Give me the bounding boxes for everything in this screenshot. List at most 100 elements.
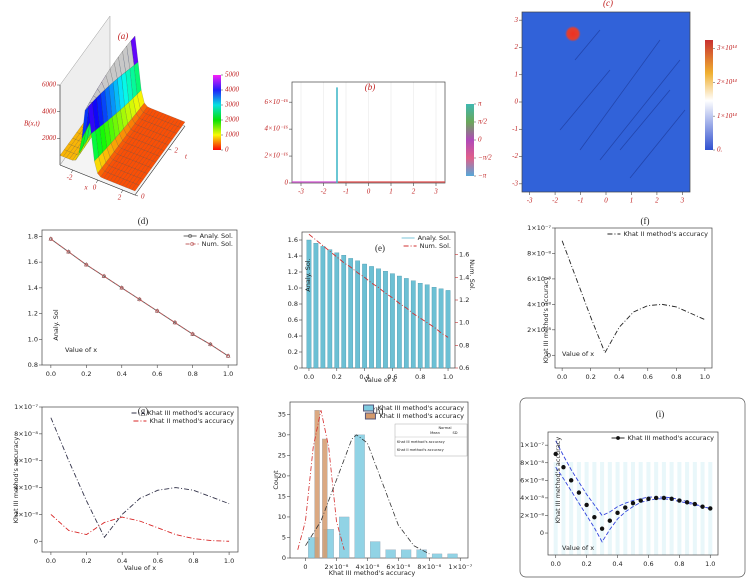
point-marker xyxy=(607,518,613,523)
x-tick-label: 0.0 xyxy=(551,560,561,568)
point-marker xyxy=(568,478,574,483)
point-marker xyxy=(700,504,705,509)
panel-frame xyxy=(519,397,746,578)
y2-tick-label: 0.8 xyxy=(459,341,469,349)
histogram-bar xyxy=(354,434,365,559)
x-tick-label: 0 xyxy=(303,563,307,571)
t-axis xyxy=(134,125,186,196)
band-shade xyxy=(592,462,597,555)
legend-marker xyxy=(616,436,620,440)
bar xyxy=(334,252,340,369)
bar xyxy=(431,287,437,369)
histogram-bar xyxy=(314,410,320,559)
y-tick-label: 0 xyxy=(294,364,298,372)
colorbar-tick-label: 2×10¹⁴ xyxy=(717,78,737,86)
series-line xyxy=(50,514,230,542)
band-shade xyxy=(569,462,574,555)
y-tick-label: 1×10⁻⁷ xyxy=(14,403,38,411)
plot-frame xyxy=(41,229,238,366)
point-marker xyxy=(623,505,628,510)
x-tick-label: 0.6 xyxy=(643,373,653,381)
t-tick-label: 2 xyxy=(174,147,178,155)
series-line xyxy=(555,440,711,517)
point-marker xyxy=(630,500,636,506)
point-marker xyxy=(48,236,54,241)
density-peak xyxy=(564,25,581,42)
y-tick-label: 2×10⁻¹⁶ xyxy=(265,152,289,160)
y-tick-label: 8×10⁻⁸ xyxy=(520,459,544,467)
colorbar-tick-label: 5000 xyxy=(225,71,240,79)
x-tick-label: 1.0 xyxy=(705,560,715,568)
x-tick-label: 0 xyxy=(93,184,97,192)
x-tick-label: 0.6 xyxy=(387,373,397,381)
x-tick-label: 1.0 xyxy=(443,373,453,381)
x-tick-label: 0.0 xyxy=(46,370,56,378)
legend-swatch xyxy=(364,412,376,420)
colorbar-tick-label: 0 xyxy=(225,146,229,154)
bar xyxy=(445,290,451,369)
x-tick-label: 0.6 xyxy=(153,557,163,565)
point-marker xyxy=(661,495,667,501)
legend-label: Khat III method's accuracy xyxy=(148,409,235,417)
band-shade xyxy=(600,462,605,555)
panel-title: (a) xyxy=(118,31,129,41)
x-tick-label: -2 xyxy=(552,197,558,205)
bar xyxy=(383,271,388,369)
y-tick-label: 1.6 xyxy=(28,258,38,266)
legend-label: Analy. Sol. xyxy=(200,232,233,240)
point-marker xyxy=(48,237,53,241)
y-tick-label: 2×10⁻⁸ xyxy=(14,510,38,518)
legend-label: Num. Sol. xyxy=(420,242,451,250)
y-tick-label: -3 xyxy=(512,179,518,187)
x-tick-label: 0.6 xyxy=(643,560,653,568)
point-marker xyxy=(653,495,659,501)
y-tick-label: 0 xyxy=(540,529,544,537)
band-shade xyxy=(553,462,558,555)
x-axis-label: Value of x xyxy=(562,350,594,358)
band-shade xyxy=(685,462,690,555)
y-tick-label: 0 xyxy=(515,98,519,106)
point-marker xyxy=(561,464,566,470)
point-marker xyxy=(646,496,651,501)
colorbar-tick-label: π/2 xyxy=(478,118,487,126)
x-tick-label: 6×10⁻⁸ xyxy=(386,563,410,571)
histogram-bar xyxy=(385,549,396,559)
y-axis-label: Khat III method's accuracy xyxy=(542,277,550,364)
histogram-bar xyxy=(400,549,412,559)
t-tick-label: 0 xyxy=(141,193,145,201)
legend-label: Khat II method's accuracy xyxy=(149,417,234,425)
band-shade xyxy=(631,462,635,555)
band-shade xyxy=(607,462,612,555)
legend-label: Khat III method's accuracy xyxy=(378,404,465,412)
y-tick-label: 0 xyxy=(282,554,286,562)
y-axis-label: Analy. Sol. xyxy=(304,258,312,291)
point-marker xyxy=(102,274,106,279)
x-tick-label: 0.0 xyxy=(46,557,56,565)
z-tick-label: 4000 xyxy=(42,107,57,115)
x-tick-label: 0.2 xyxy=(581,560,591,568)
point-marker xyxy=(576,490,582,495)
band-shade xyxy=(561,462,566,555)
legend-marker xyxy=(190,242,194,246)
panel-title: (h) xyxy=(373,406,384,416)
panel-title: (e) xyxy=(375,243,385,253)
point-marker xyxy=(190,332,195,337)
plot-frame xyxy=(554,227,713,369)
x-tick-label: 3 xyxy=(433,188,438,196)
y-tick-label: 1.0 xyxy=(288,284,298,292)
density-background xyxy=(522,12,690,192)
plot-frame xyxy=(41,406,239,553)
y-tick-label: 1.4 xyxy=(288,252,298,260)
series-line xyxy=(50,238,229,357)
panel-title: (f) xyxy=(641,216,650,226)
bar xyxy=(397,275,402,369)
t-tick xyxy=(168,148,172,151)
bar xyxy=(410,280,416,369)
point-marker xyxy=(692,501,698,507)
x-tick-label: 2×10⁻⁸ xyxy=(324,563,348,571)
x-axis-label: Khat III method's accuracy xyxy=(329,569,416,577)
colorbar-tick-label: −π xyxy=(478,172,487,180)
y-tick-label: -2 xyxy=(512,152,518,160)
